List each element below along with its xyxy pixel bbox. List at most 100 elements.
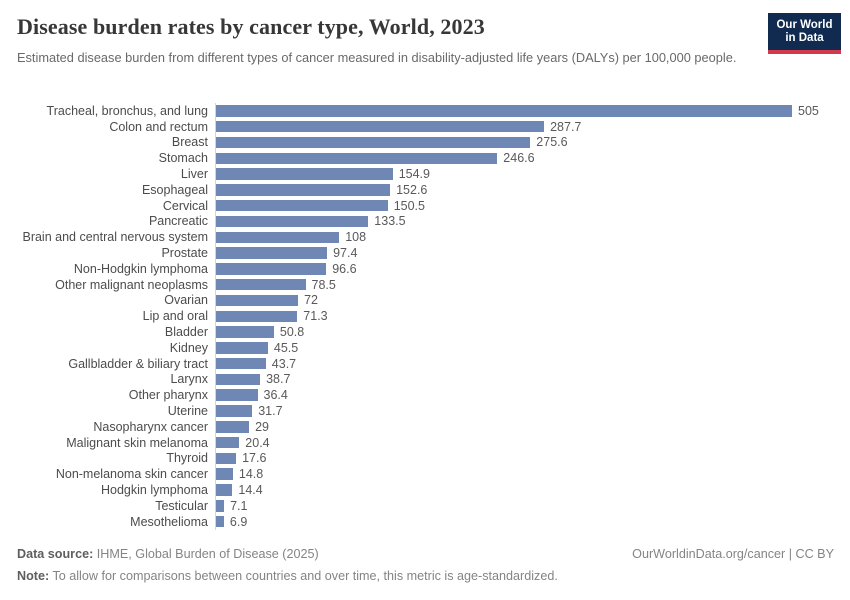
bar[interactable] — [216, 405, 253, 417]
bar-row: Gallbladder & biliary tract 43.7 — [17, 355, 834, 372]
bar-track: 7.1 — [215, 497, 834, 514]
bar-row: Non-melanoma skin cancer 14.8 — [17, 466, 834, 483]
bar-row: Hodgkin lymphoma 14.4 — [17, 482, 834, 498]
bar[interactable] — [216, 326, 274, 338]
bar-row: Other pharynx 36.4 — [17, 387, 834, 404]
value-label: 14.4 — [238, 483, 263, 498]
bar[interactable] — [216, 468, 233, 480]
bar[interactable] — [216, 310, 298, 322]
bar[interactable] — [216, 294, 299, 307]
bar[interactable] — [216, 500, 225, 512]
bar-row: Liver 154.9 — [17, 166, 834, 182]
bar-track: 71.3 — [215, 308, 834, 325]
bar-row: Nasopharynx cancer 29 — [17, 418, 834, 435]
page-title: Disease burden rates by cancer type, Wor… — [17, 14, 485, 39]
value-label: 43.7 — [271, 356, 297, 371]
bar[interactable] — [216, 247, 328, 259]
bar-track: 43.7 — [215, 355, 834, 372]
value-label: 152.6 — [396, 182, 428, 197]
category-label: Other pharynx — [128, 388, 208, 403]
bar-row: Breast 275.6 — [17, 134, 834, 151]
value-label: 72 — [304, 293, 318, 308]
bar-row: Larynx 38.7 — [17, 371, 834, 388]
bar[interactable] — [216, 199, 388, 212]
bar[interactable] — [216, 452, 237, 465]
category-label: Tracheal, bronchus, and lung — [46, 103, 208, 118]
category-label: Mesothelioma — [130, 514, 208, 529]
footer-note-line: Note: To allow for comparisons between c… — [17, 565, 834, 587]
bar[interactable] — [216, 436, 240, 449]
bar[interactable] — [216, 515, 224, 528]
value-label: 133.5 — [374, 214, 406, 229]
header: Disease burden rates by cancer type, Wor… — [0, 0, 850, 67]
bar[interactable] — [216, 421, 250, 433]
bar[interactable] — [216, 389, 258, 401]
bar-row: Prostate 97.4 — [17, 245, 834, 261]
bar-track: 50.8 — [215, 324, 834, 340]
bar[interactable] — [216, 231, 340, 244]
bar-track: 150.5 — [215, 197, 834, 214]
category-label: Liver — [180, 167, 208, 182]
category-label: Nasopharynx cancer — [93, 419, 208, 434]
value-label: 78.5 — [311, 277, 336, 292]
category-label: Pancreatic — [148, 214, 208, 229]
bar-track: 152.6 — [215, 181, 834, 198]
value-label: 7.1 — [230, 498, 248, 513]
bar[interactable] — [216, 120, 545, 133]
footer: Data source: IHME, Global Burden of Dise… — [17, 543, 834, 587]
value-label: 97.4 — [333, 246, 358, 261]
category-label: Prostate — [161, 246, 208, 261]
bar-row: Testicular 7.1 — [17, 497, 834, 514]
value-label: 275.6 — [536, 135, 568, 150]
category-label: Ovarian — [164, 293, 208, 308]
bar[interactable] — [216, 136, 531, 149]
bar[interactable] — [216, 263, 327, 275]
bar[interactable] — [216, 184, 391, 196]
bar-track: 154.9 — [215, 166, 834, 182]
bar-row: Cervical 150.5 — [17, 197, 834, 214]
bar[interactable] — [216, 215, 369, 228]
bar-track: 505 — [215, 103, 834, 119]
value-label: 6.9 — [229, 514, 248, 529]
data-source: Data source: IHME, Global Burden of Dise… — [17, 543, 319, 565]
bar-row: Esophageal 152.6 — [17, 181, 834, 198]
value-label: 29 — [255, 419, 269, 434]
bar[interactable] — [216, 484, 233, 496]
bar[interactable] — [216, 105, 792, 117]
bar-track: 97.4 — [215, 245, 834, 261]
bar[interactable] — [216, 342, 268, 354]
bar-track: 20.4 — [215, 434, 834, 451]
bar[interactable] — [216, 152, 498, 165]
value-label: 31.7 — [258, 404, 283, 419]
bar[interactable] — [216, 278, 306, 291]
value-label: 96.6 — [332, 261, 357, 276]
bar[interactable] — [216, 357, 266, 370]
bar-row: Non-Hodgkin lymphoma 96.6 — [17, 260, 834, 277]
value-label: 71.3 — [303, 309, 328, 324]
bar-track: 45.5 — [215, 339, 834, 356]
bar-track: 275.6 — [215, 134, 834, 151]
category-label: Breast — [171, 135, 208, 150]
bar-row: Lip and oral 71.3 — [17, 308, 834, 325]
bar-track: 31.7 — [215, 403, 834, 419]
bar-track: 96.6 — [215, 260, 834, 277]
category-label: Uterine — [167, 404, 208, 419]
bar-row: Mesothelioma 6.9 — [17, 513, 834, 530]
bar-row: Pancreatic 133.5 — [17, 213, 834, 230]
bar-track: 29 — [215, 418, 834, 435]
bar[interactable] — [216, 373, 261, 386]
footer-link[interactable]: OurWorldinData.org/cancer | CC BY — [632, 547, 834, 561]
owid-logo[interactable]: Our World in Data — [768, 13, 841, 54]
bar-row: Bladder 50.8 — [17, 324, 834, 340]
chart-subtitle: Estimated disease burden from different … — [17, 50, 737, 65]
category-label: Non-Hodgkin lymphoma — [73, 261, 208, 276]
bar-track: 287.7 — [215, 118, 834, 135]
value-label: 14.8 — [238, 467, 264, 482]
category-label: Colon and rectum — [109, 119, 208, 134]
bar-row: Tracheal, bronchus, and lung 505 — [17, 103, 834, 119]
bar-track: 36.4 — [215, 387, 834, 404]
bar[interactable] — [216, 168, 393, 180]
category-label: Non-melanoma skin cancer — [55, 467, 208, 482]
category-label: Gallbladder & biliary tract — [68, 356, 208, 371]
